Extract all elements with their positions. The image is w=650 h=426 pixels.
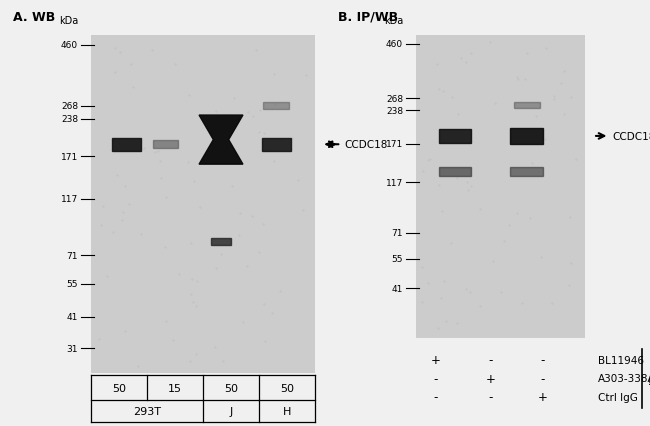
Text: 238: 238: [386, 106, 403, 115]
Text: -: -: [489, 391, 493, 403]
Bar: [439, 167, 471, 177]
Text: +: +: [430, 354, 441, 366]
Text: A. WB: A. WB: [13, 11, 55, 23]
Text: 50: 50: [280, 383, 294, 393]
Text: -: -: [541, 372, 545, 385]
Text: 41: 41: [391, 284, 403, 293]
Text: +: +: [486, 372, 496, 385]
Text: 50: 50: [224, 383, 238, 393]
Bar: [263, 103, 289, 109]
Bar: [416, 36, 585, 339]
Bar: [439, 130, 471, 144]
Text: -: -: [541, 354, 545, 366]
Text: 117: 117: [60, 195, 78, 204]
Text: BL11946: BL11946: [598, 355, 644, 365]
Text: 50: 50: [112, 383, 126, 393]
Text: 41: 41: [66, 313, 78, 322]
Bar: [514, 103, 540, 109]
Text: 238: 238: [61, 115, 78, 124]
Text: IP: IP: [649, 374, 650, 383]
Text: kDa: kDa: [58, 16, 78, 26]
Text: 268: 268: [61, 102, 78, 111]
Bar: [211, 239, 231, 245]
Text: 171: 171: [385, 140, 403, 149]
Text: 460: 460: [61, 41, 78, 50]
Text: 71: 71: [391, 229, 403, 238]
Text: 117: 117: [385, 178, 403, 187]
Polygon shape: [199, 116, 243, 165]
Bar: [153, 141, 178, 149]
Text: B. IP/WB: B. IP/WB: [338, 11, 398, 23]
Text: A303-338A: A303-338A: [598, 373, 650, 383]
Text: 460: 460: [386, 40, 403, 49]
Text: Ctrl IgG: Ctrl IgG: [598, 392, 638, 402]
Text: 293T: 293T: [133, 406, 161, 416]
Text: CCDC18: CCDC18: [344, 140, 388, 150]
Text: +: +: [538, 391, 548, 403]
Text: 171: 171: [60, 152, 78, 161]
Text: 268: 268: [386, 95, 403, 104]
Text: CCDC18: CCDC18: [612, 132, 650, 141]
Text: -: -: [434, 372, 437, 385]
Text: 55: 55: [66, 280, 78, 289]
Text: 15: 15: [168, 383, 182, 393]
Bar: [261, 138, 291, 151]
Bar: [510, 129, 543, 144]
Text: -: -: [434, 391, 437, 403]
Text: 55: 55: [391, 255, 403, 264]
Text: -: -: [489, 354, 493, 366]
Text: kDa: kDa: [384, 16, 403, 26]
Text: H: H: [283, 406, 291, 416]
Text: 31: 31: [66, 344, 78, 353]
Bar: [91, 36, 315, 373]
Bar: [510, 167, 543, 177]
Text: J: J: [229, 406, 233, 416]
Text: 71: 71: [66, 251, 78, 260]
Bar: [112, 138, 142, 151]
